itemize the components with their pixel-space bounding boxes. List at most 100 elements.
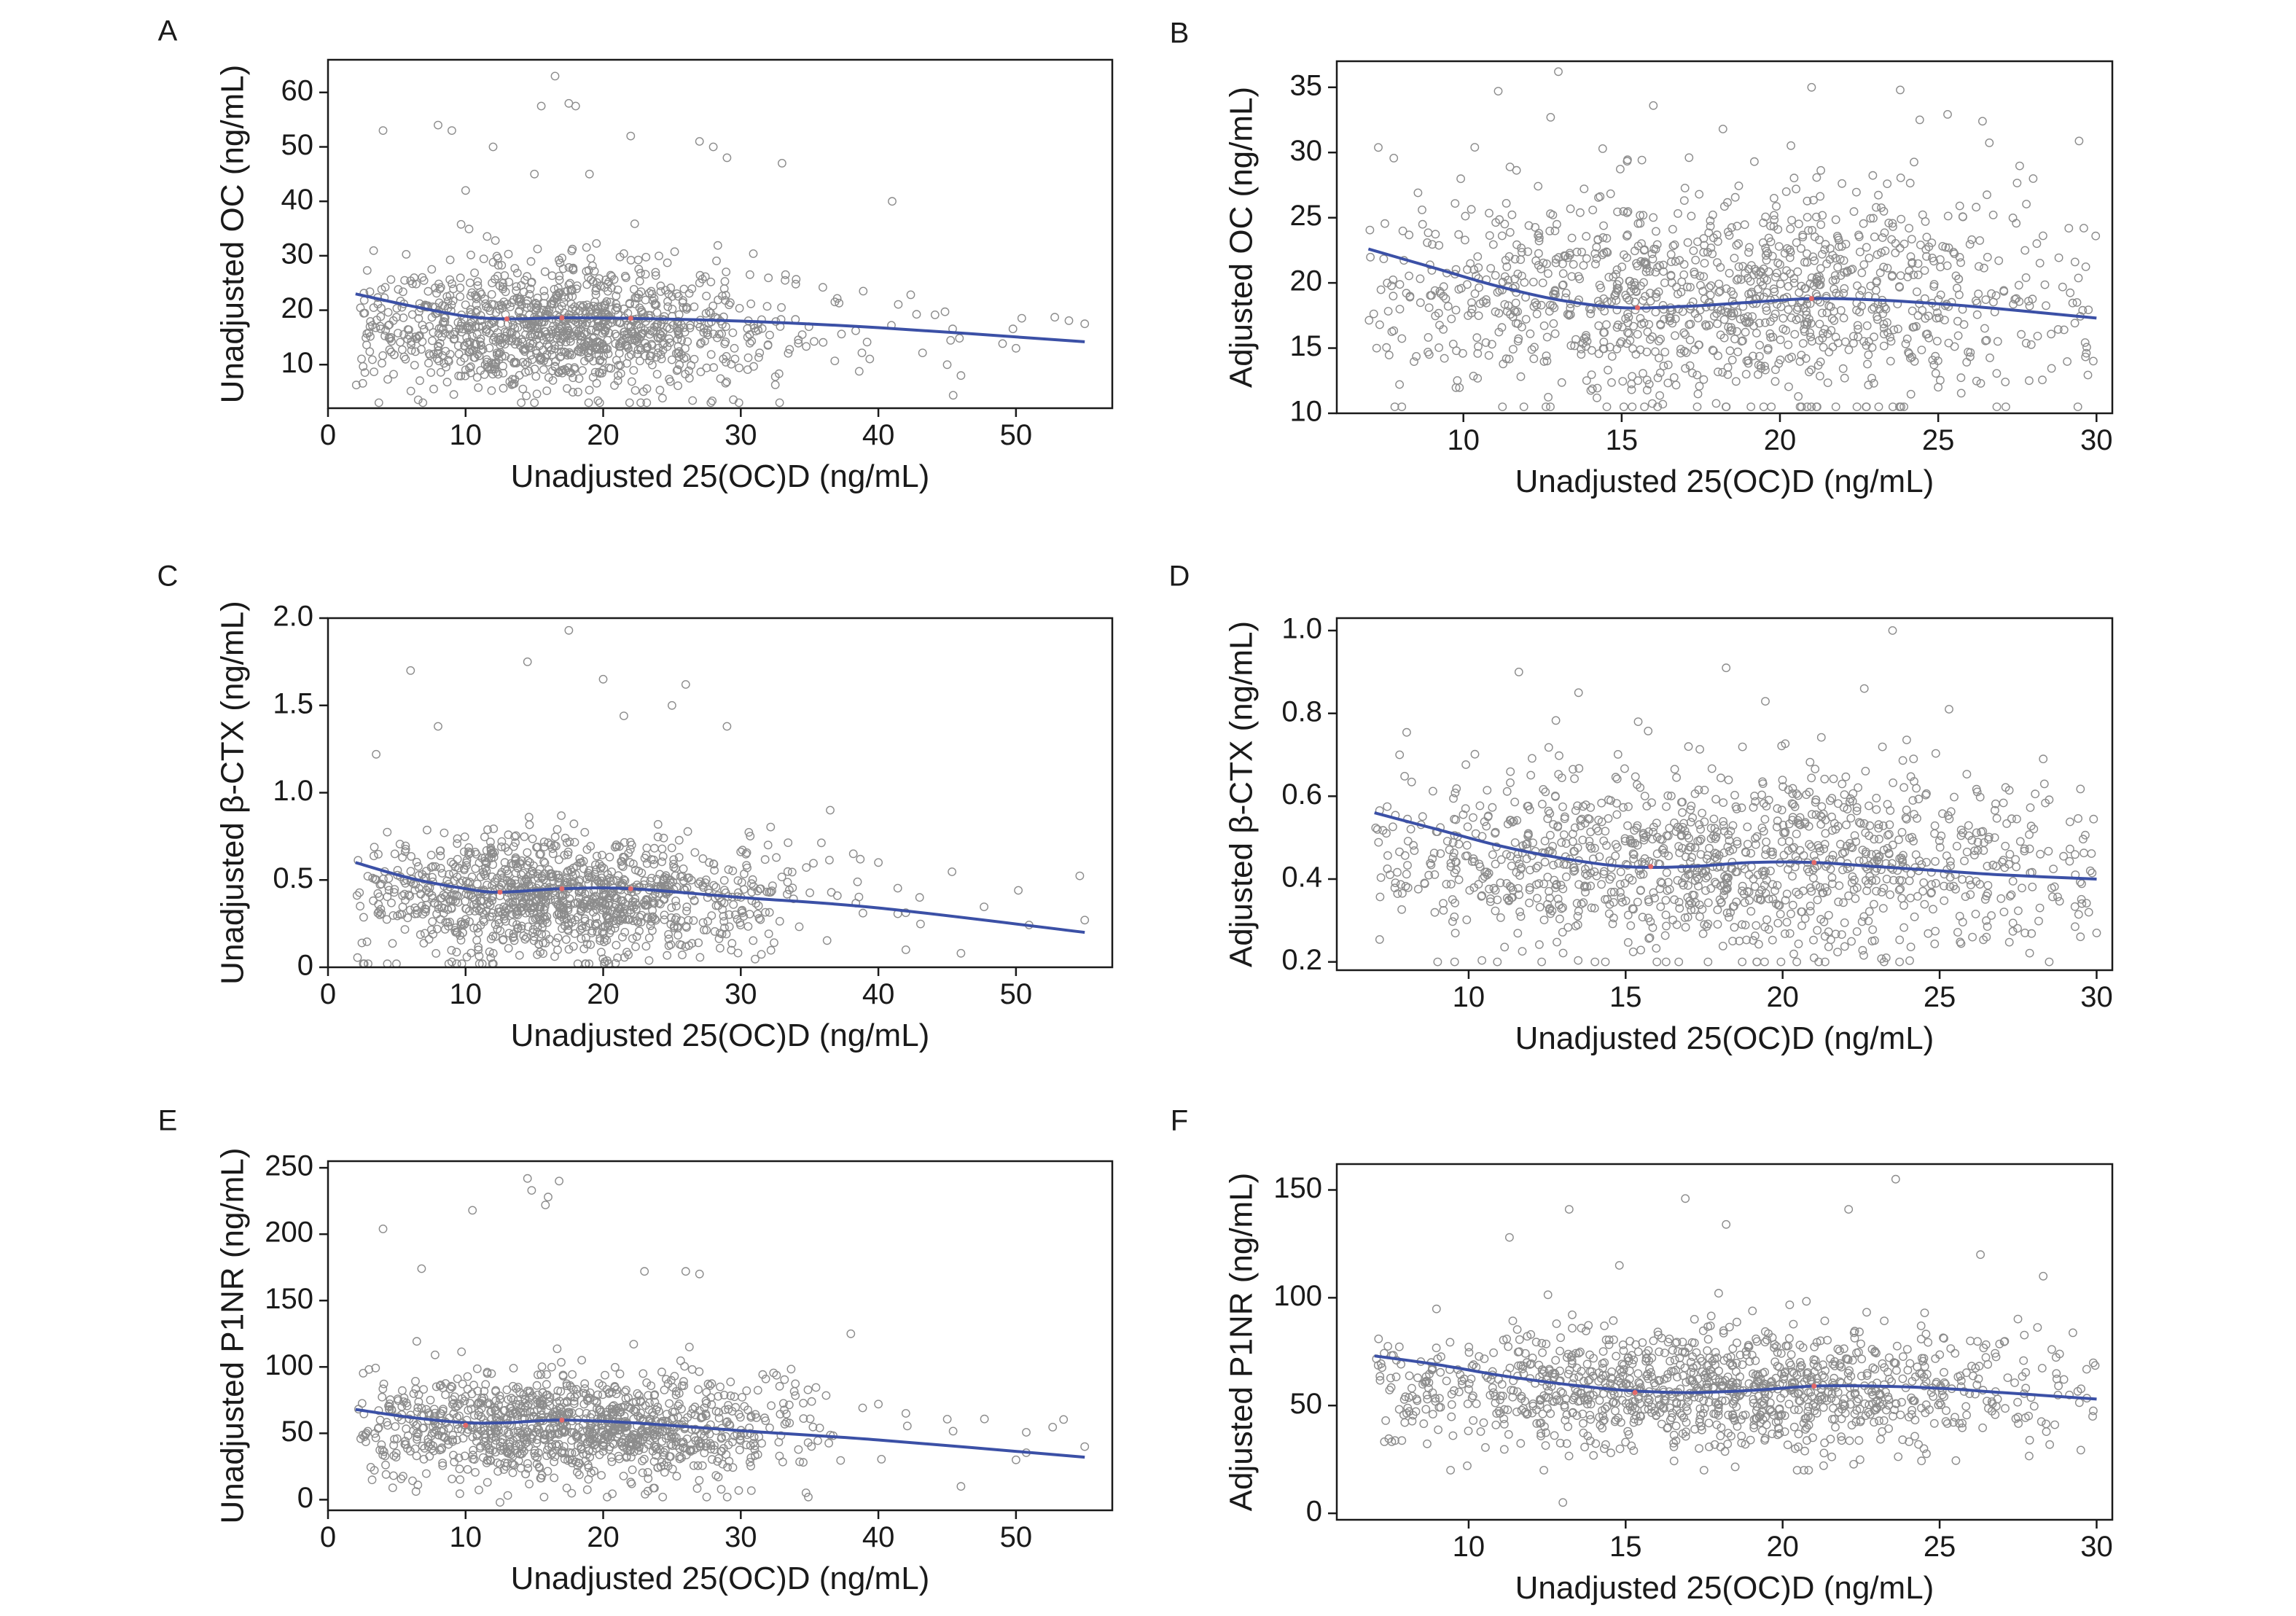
- data-point: [2076, 932, 2085, 942]
- data-point: [624, 848, 633, 858]
- data-point: [1834, 235, 1843, 245]
- data-point: [2008, 877, 2018, 886]
- data-point: [1938, 809, 1947, 819]
- data-point: [642, 343, 651, 352]
- data-point: [1922, 233, 1932, 242]
- data-point: [1532, 309, 1542, 319]
- data-point: [1504, 354, 1514, 364]
- data-point: [1531, 256, 1541, 265]
- data-point: [630, 898, 640, 907]
- data-point: [580, 916, 590, 926]
- data-point: [1771, 273, 1780, 282]
- data-point: [359, 959, 368, 967]
- data-point: [1555, 914, 1564, 924]
- knot-marker: [559, 886, 565, 891]
- panel-d-fit-line: [1374, 811, 2097, 881]
- data-point: [1616, 867, 1625, 877]
- data-point: [1636, 345, 1645, 354]
- data-point: [690, 848, 700, 857]
- data-point: [1972, 828, 1981, 838]
- data-point: [625, 300, 634, 309]
- data-point: [563, 904, 572, 913]
- data-point: [623, 915, 633, 924]
- data-point: [1633, 717, 1643, 726]
- y-tick-label: 50: [281, 129, 314, 161]
- data-point: [706, 277, 716, 286]
- data-point: [1827, 826, 1837, 835]
- data-point: [1570, 341, 1580, 351]
- data-point: [1711, 879, 1721, 889]
- data-point: [483, 232, 492, 241]
- data-point: [395, 910, 405, 919]
- data-point: [509, 842, 518, 851]
- data-point: [1452, 784, 1461, 793]
- data-point: [1817, 249, 1827, 259]
- data-point: [1598, 344, 1608, 354]
- data-point: [1693, 237, 1702, 246]
- data-point: [1469, 883, 1479, 892]
- data-point: [1852, 305, 1862, 315]
- data-point: [819, 283, 827, 292]
- data-point: [1594, 321, 1604, 330]
- data-point: [571, 101, 580, 111]
- data-point: [1407, 777, 1416, 786]
- data-point: [652, 875, 662, 884]
- data-point: [789, 894, 798, 904]
- data-point: [1620, 764, 1629, 773]
- data-point: [1504, 301, 1513, 311]
- data-point: [1488, 850, 1497, 859]
- data-point: [648, 327, 657, 336]
- data-point: [473, 281, 483, 290]
- data-point: [1516, 912, 1526, 921]
- data-point: [488, 316, 497, 325]
- data-point: [466, 305, 475, 314]
- data-point: [1383, 802, 1392, 811]
- data-point: [518, 902, 526, 912]
- data-point: [1534, 862, 1543, 871]
- data-point: [817, 838, 826, 848]
- data-point: [1743, 822, 1752, 832]
- data-point: [1807, 273, 1816, 282]
- data-point: [1398, 226, 1407, 235]
- data-point: [542, 386, 552, 395]
- data-point: [1791, 852, 1800, 861]
- data-point: [1434, 241, 1444, 250]
- data-point: [1850, 831, 1859, 840]
- data-point: [2070, 257, 2080, 267]
- data-point: [1507, 862, 1516, 870]
- data-point: [1762, 302, 1770, 312]
- data-point: [1691, 255, 1700, 265]
- data-point: [1830, 284, 1839, 294]
- data-point: [1588, 384, 1597, 394]
- data-point: [529, 861, 538, 870]
- data-point: [1534, 181, 1543, 191]
- data-point: [1806, 332, 1816, 342]
- data-point: [1618, 377, 1628, 386]
- data-point: [667, 903, 676, 913]
- data-point: [1661, 910, 1671, 920]
- data-point: [655, 386, 665, 395]
- data-point: [523, 922, 533, 932]
- data-point: [517, 907, 526, 916]
- data-point: [1741, 317, 1750, 326]
- data-point: [547, 271, 557, 281]
- data-point: [1601, 827, 1610, 836]
- data-point: [565, 348, 574, 357]
- data-point: [1587, 903, 1596, 913]
- data-point: [1730, 192, 1740, 202]
- data-point: [1606, 872, 1616, 881]
- data-point: [1761, 697, 1770, 706]
- data-point: [1403, 883, 1413, 892]
- data-point: [1899, 901, 1908, 910]
- data-point: [453, 839, 462, 848]
- data-point: [1545, 894, 1555, 902]
- data-point: [2031, 789, 2040, 799]
- data-point: [1769, 211, 1778, 220]
- data-point: [664, 930, 673, 939]
- data-point: [1864, 801, 1873, 811]
- data-point: [710, 927, 719, 936]
- data-point: [1982, 891, 1991, 901]
- data-point: [1647, 249, 1657, 259]
- data-point: [1956, 389, 1966, 398]
- data-point: [436, 367, 445, 377]
